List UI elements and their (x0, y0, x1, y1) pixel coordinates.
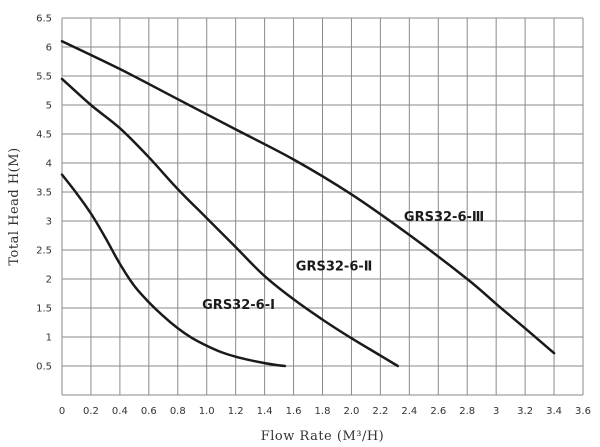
chart-ticks: 0 0.2 0.4 0.6 0.8 1.0 1.2 1.4 1.6 1.8 2.0 2.2 2.4 2.6… (36, 14, 591, 418)
x-tick-label: 0 (59, 406, 65, 417)
x-tick-label: 1.8 (315, 406, 331, 417)
x-tick-label: 2.8 (459, 406, 475, 417)
chart-grid (61, 17, 584, 396)
x-tick-label: 0.4 (112, 406, 128, 417)
y-tick-label: 6 (46, 43, 52, 54)
series-label-3: GRS32-6-Ⅲ (404, 210, 484, 225)
series-line-2 (60, 77, 400, 368)
x-tick-label: 2.2 (372, 406, 388, 417)
series-line-3 (60, 39, 556, 355)
series-label-2: GRS32-6-Ⅱ (296, 259, 373, 274)
y-tick-label: 4.5 (36, 130, 52, 141)
y-tick-label: 5.5 (36, 72, 52, 83)
series-label-1: GRS32-6-Ⅰ (202, 298, 275, 313)
chart-series-labels: GRS32-6-Ⅰ GRS32-6-Ⅱ GRS32-6-Ⅲ (202, 210, 484, 313)
y-tick-label: 6.5 (36, 14, 52, 25)
y-tick-label: 0.5 (36, 362, 52, 373)
y-tick-label: 3.5 (36, 188, 52, 199)
y-tick-label: 3 (46, 217, 52, 228)
y-tick-label: 1 (46, 333, 52, 344)
x-tick-label: 3.6 (575, 406, 591, 417)
y-tick-label: 4 (46, 159, 52, 170)
y-tick-label: 5 (46, 101, 52, 112)
x-tick-label: 0.6 (141, 406, 157, 417)
y-axis-title: Total Head H(M) (7, 147, 22, 265)
x-tick-label: 0.2 (83, 406, 99, 417)
x-tick-label: 2.0 (343, 406, 359, 417)
x-axis-title: Flow Rate (M³/H) (261, 429, 385, 444)
chart-curves (60, 39, 556, 368)
x-tick-label: 1.4 (257, 406, 273, 417)
y-tick-label: 1.5 (36, 304, 52, 315)
x-tick-label: 3 (493, 406, 499, 417)
x-tick-label: 2.4 (401, 406, 417, 417)
x-tick-label: 3.2 (517, 406, 533, 417)
x-tick-label: 1.6 (286, 406, 302, 417)
x-tick-label: 0.8 (170, 406, 186, 417)
x-tick-label: 1.0 (199, 406, 215, 417)
y-tick-label: 2 (46, 275, 52, 286)
x-tick-label: 3.4 (546, 406, 562, 417)
series-line-1 (60, 173, 287, 368)
y-tick-label: 2.5 (36, 246, 52, 257)
x-tick-label: 2.6 (430, 406, 446, 417)
x-tick-label: 1.2 (228, 406, 244, 417)
